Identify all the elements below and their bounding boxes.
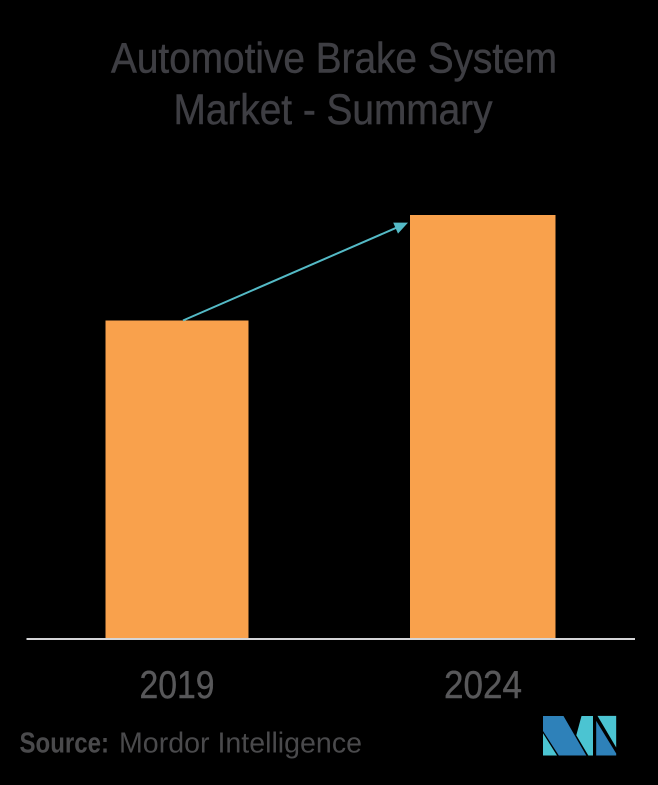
svg-text:Automotive Brake System: Automotive Brake System (111, 35, 557, 83)
svg-text:Mordor Intelligence: Mordor Intelligence (119, 727, 362, 759)
svg-text:Source:: Source: (20, 727, 110, 759)
svg-text:2019: 2019 (140, 664, 215, 707)
svg-text:2024: 2024 (444, 664, 522, 707)
svg-text:Market - Summary: Market - Summary (174, 86, 493, 134)
